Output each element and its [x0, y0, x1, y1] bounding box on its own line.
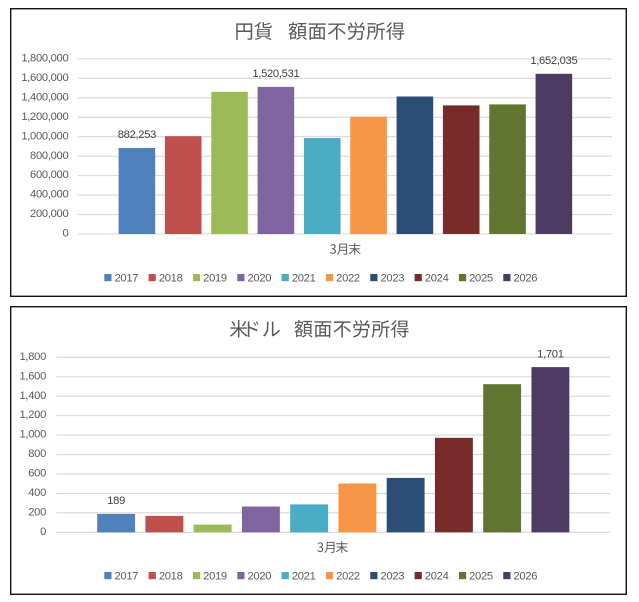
svg-text:800,000: 800,000 [30, 150, 68, 162]
svg-text:2019: 2019 [203, 571, 227, 583]
svg-text:2023: 2023 [380, 571, 404, 583]
svg-text:1,400,000: 1,400,000 [21, 91, 68, 103]
svg-text:200,000: 200,000 [30, 208, 68, 220]
svg-text:2017: 2017 [115, 273, 139, 285]
svg-text:2020: 2020 [247, 273, 271, 285]
svg-text:2020: 2020 [247, 571, 271, 583]
svg-text:2026: 2026 [513, 273, 537, 285]
svg-text:1,200: 1,200 [20, 409, 47, 421]
svg-text:200: 200 [28, 506, 46, 518]
svg-text:800: 800 [28, 448, 46, 460]
svg-text:189: 189 [107, 495, 125, 507]
svg-text:1,701: 1,701 [537, 348, 564, 360]
svg-text:882,253: 882,253 [118, 129, 156, 141]
svg-text:1,800: 1,800 [20, 351, 47, 363]
svg-text:2024: 2024 [425, 273, 449, 285]
svg-text:1,000: 1,000 [20, 429, 47, 441]
svg-text:2022: 2022 [336, 571, 360, 583]
svg-text:2022: 2022 [336, 273, 360, 285]
svg-text:1,600: 1,600 [20, 370, 47, 382]
svg-text:400,000: 400,000 [30, 189, 68, 201]
svg-text:0: 0 [62, 228, 68, 240]
svg-text:400: 400 [28, 487, 46, 499]
svg-text:2025: 2025 [469, 273, 493, 285]
svg-text:2025: 2025 [469, 571, 493, 583]
svg-text:0: 0 [40, 526, 46, 538]
svg-text:2017: 2017 [115, 571, 139, 583]
svg-text:600,000: 600,000 [30, 169, 68, 181]
svg-text:1,000,000: 1,000,000 [21, 130, 68, 142]
svg-text:2024: 2024 [425, 571, 449, 583]
svg-text:2021: 2021 [292, 571, 316, 583]
svg-text:2018: 2018 [159, 273, 183, 285]
svg-text:2021: 2021 [292, 273, 316, 285]
svg-text:1,600,000: 1,600,000 [21, 72, 68, 84]
svg-text:2023: 2023 [380, 273, 404, 285]
svg-text:2026: 2026 [513, 571, 537, 583]
svg-text:600: 600 [28, 468, 46, 480]
svg-text:2019: 2019 [203, 273, 227, 285]
svg-text:1,520,531: 1,520,531 [252, 68, 299, 80]
svg-text:1,800,000: 1,800,000 [21, 53, 68, 65]
svg-text:1,400: 1,400 [20, 390, 47, 402]
svg-text:2018: 2018 [159, 571, 183, 583]
svg-text:1,652,035: 1,652,035 [530, 55, 577, 67]
svg-text:1,200,000: 1,200,000 [21, 111, 68, 123]
